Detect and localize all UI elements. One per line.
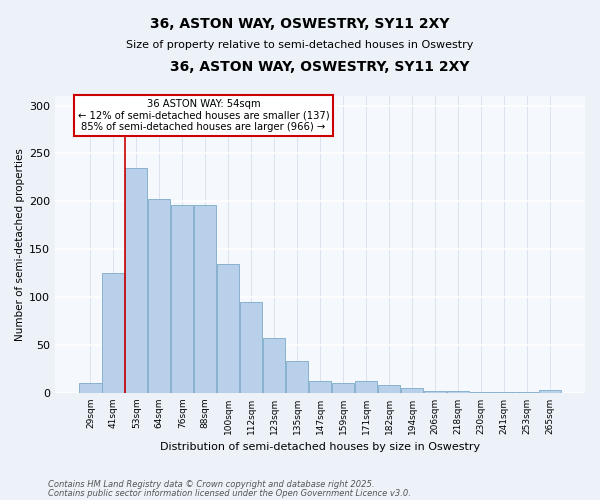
Bar xyxy=(125,168,148,393)
Bar xyxy=(240,302,262,393)
Text: 36, ASTON WAY, OSWESTRY, SY11 2XY: 36, ASTON WAY, OSWESTRY, SY11 2XY xyxy=(150,18,450,32)
X-axis label: Distribution of semi-detached houses by size in Oswestry: Distribution of semi-detached houses by … xyxy=(160,442,480,452)
Bar xyxy=(309,382,331,393)
Bar xyxy=(447,391,469,393)
Bar xyxy=(355,382,377,393)
Bar xyxy=(171,205,193,393)
Bar xyxy=(263,338,285,393)
Text: Contains HM Land Registry data © Crown copyright and database right 2025.: Contains HM Land Registry data © Crown c… xyxy=(48,480,374,489)
Bar xyxy=(332,384,354,393)
Bar xyxy=(102,273,124,393)
Text: 36 ASTON WAY: 54sqm
← 12% of semi-detached houses are smaller (137)
85% of semi-: 36 ASTON WAY: 54sqm ← 12% of semi-detach… xyxy=(77,99,329,132)
Bar xyxy=(378,386,400,393)
Bar xyxy=(194,205,217,393)
Bar xyxy=(539,390,561,393)
Title: 36, ASTON WAY, OSWESTRY, SY11 2XY: 36, ASTON WAY, OSWESTRY, SY11 2XY xyxy=(170,60,470,74)
Bar xyxy=(424,391,446,393)
Bar xyxy=(148,200,170,393)
Text: Size of property relative to semi-detached houses in Oswestry: Size of property relative to semi-detach… xyxy=(127,40,473,50)
Text: Contains public sector information licensed under the Open Government Licence v3: Contains public sector information licen… xyxy=(48,488,411,498)
Bar xyxy=(470,392,492,393)
Bar xyxy=(515,392,538,393)
Bar xyxy=(79,384,101,393)
Bar xyxy=(493,392,515,393)
Bar xyxy=(401,388,423,393)
Y-axis label: Number of semi-detached properties: Number of semi-detached properties xyxy=(15,148,25,341)
Bar xyxy=(286,362,308,393)
Bar xyxy=(217,264,239,393)
